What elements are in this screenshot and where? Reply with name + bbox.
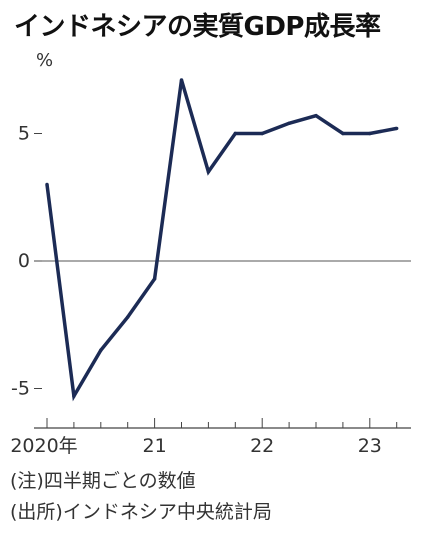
data-point bbox=[99, 348, 103, 352]
data-point bbox=[179, 78, 184, 82]
data-point bbox=[206, 170, 211, 174]
series-group bbox=[45, 78, 399, 402]
data-point bbox=[152, 277, 157, 281]
source-text: (出所)インドネシア中央統計局 bbox=[10, 501, 272, 523]
data-point bbox=[314, 113, 318, 118]
x-tick-label: 23 bbox=[358, 435, 382, 457]
data-point bbox=[341, 131, 345, 136]
y-tick-label: 5 bbox=[18, 123, 30, 145]
y-tick-label: -5 bbox=[11, 378, 30, 400]
data-point bbox=[260, 131, 264, 136]
y-tick-label: 0 bbox=[18, 250, 30, 272]
data-point bbox=[45, 182, 49, 187]
data-point bbox=[368, 131, 372, 136]
data-point bbox=[126, 315, 130, 319]
tick-labels: -5 0 5 2020年 21 22 23 bbox=[10, 123, 382, 458]
chart-title: インドネシアの実質GDP成長率 bbox=[14, 12, 381, 42]
x-tick-label: 21 bbox=[143, 435, 167, 457]
x-tick-label: 2020年 bbox=[10, 435, 77, 457]
axes bbox=[34, 133, 411, 429]
note-text: (注)四半期ごとの数値 bbox=[10, 470, 196, 492]
data-point bbox=[287, 121, 291, 126]
data-point bbox=[233, 131, 237, 136]
gdp-growth-line bbox=[45, 79, 398, 402]
x-tick-label: 22 bbox=[250, 435, 274, 457]
y-axis-unit: % bbox=[36, 50, 53, 71]
data-point bbox=[72, 394, 76, 398]
data-point bbox=[395, 126, 399, 131]
